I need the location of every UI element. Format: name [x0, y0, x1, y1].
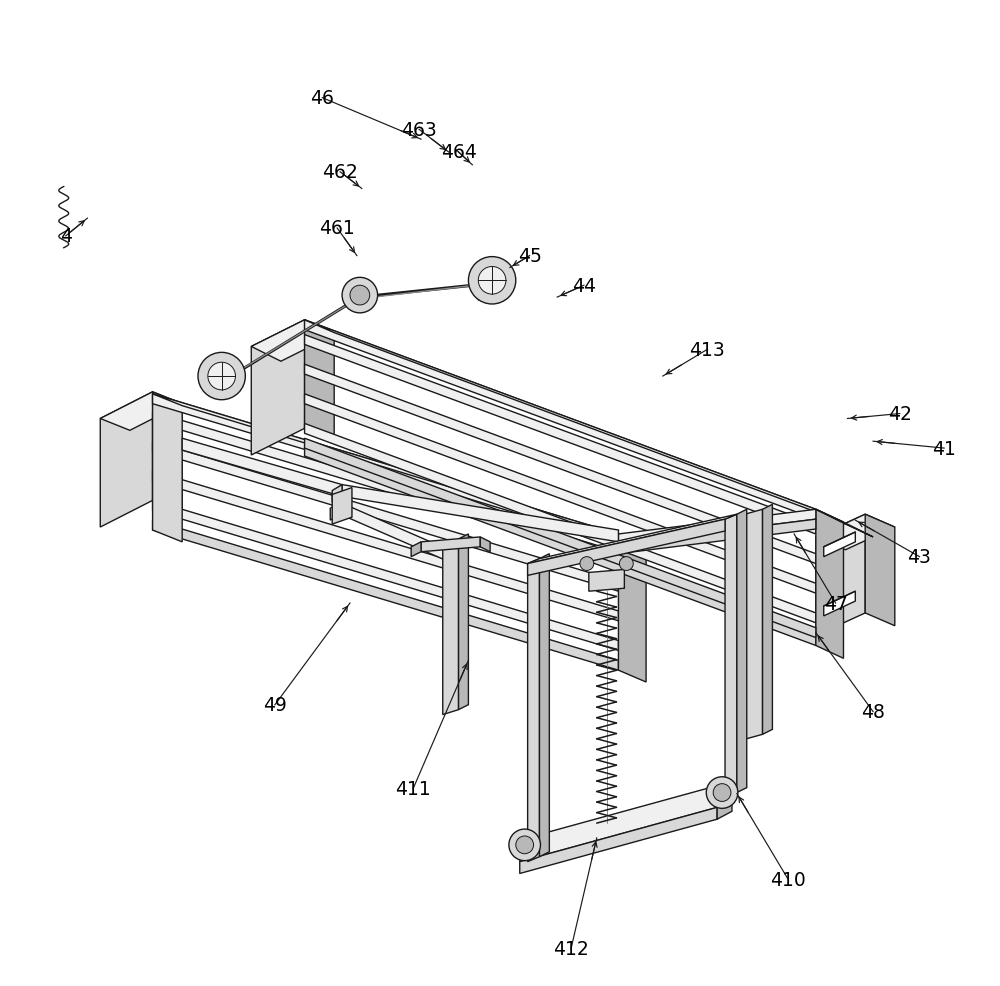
- Text: 410: 410: [770, 870, 806, 889]
- Polygon shape: [153, 392, 182, 513]
- Polygon shape: [153, 412, 618, 562]
- Polygon shape: [332, 485, 342, 503]
- Polygon shape: [305, 439, 816, 638]
- Circle shape: [198, 353, 245, 400]
- Text: 464: 464: [441, 143, 476, 163]
- Polygon shape: [763, 505, 772, 735]
- Polygon shape: [737, 510, 747, 793]
- Polygon shape: [305, 320, 843, 523]
- Polygon shape: [618, 534, 646, 682]
- Text: 411: 411: [395, 779, 431, 799]
- Text: 49: 49: [263, 695, 287, 715]
- Polygon shape: [528, 520, 725, 576]
- Text: 41: 41: [932, 439, 956, 458]
- Polygon shape: [816, 510, 873, 537]
- Circle shape: [580, 557, 594, 571]
- Text: 413: 413: [689, 340, 725, 360]
- Text: 462: 462: [322, 163, 358, 182]
- Polygon shape: [153, 521, 618, 670]
- Polygon shape: [480, 537, 490, 552]
- Polygon shape: [816, 515, 865, 636]
- Text: 4: 4: [60, 227, 72, 246]
- Text: 463: 463: [401, 120, 437, 140]
- Polygon shape: [251, 320, 305, 456]
- Polygon shape: [717, 778, 732, 819]
- Polygon shape: [153, 394, 618, 544]
- Polygon shape: [520, 786, 717, 862]
- Polygon shape: [459, 534, 468, 710]
- Text: 42: 42: [888, 404, 912, 424]
- Polygon shape: [332, 488, 352, 525]
- Polygon shape: [618, 520, 816, 554]
- Text: 46: 46: [310, 89, 334, 108]
- Polygon shape: [305, 335, 816, 534]
- Polygon shape: [824, 532, 855, 557]
- Circle shape: [478, 267, 506, 295]
- Polygon shape: [411, 542, 421, 557]
- Text: 43: 43: [908, 547, 931, 567]
- Polygon shape: [305, 320, 816, 520]
- Polygon shape: [539, 554, 549, 857]
- Polygon shape: [153, 394, 182, 542]
- Polygon shape: [251, 320, 334, 362]
- Polygon shape: [618, 510, 816, 544]
- Circle shape: [619, 557, 633, 571]
- Polygon shape: [305, 320, 334, 444]
- Polygon shape: [528, 515, 737, 564]
- Polygon shape: [443, 539, 459, 715]
- Polygon shape: [816, 510, 843, 659]
- Polygon shape: [528, 559, 539, 862]
- Polygon shape: [824, 592, 855, 616]
- Polygon shape: [816, 515, 895, 550]
- Text: 44: 44: [572, 276, 596, 296]
- Circle shape: [208, 363, 235, 390]
- Polygon shape: [865, 515, 895, 626]
- Polygon shape: [153, 394, 646, 547]
- Circle shape: [516, 836, 534, 854]
- Polygon shape: [340, 503, 449, 562]
- Polygon shape: [421, 537, 480, 552]
- Text: 48: 48: [861, 702, 885, 722]
- Text: 461: 461: [319, 219, 355, 239]
- Circle shape: [350, 286, 370, 306]
- Text: 412: 412: [553, 939, 589, 958]
- Polygon shape: [305, 365, 816, 564]
- Polygon shape: [153, 501, 618, 651]
- Polygon shape: [209, 385, 235, 396]
- Polygon shape: [153, 471, 618, 621]
- Circle shape: [509, 829, 540, 861]
- Polygon shape: [330, 503, 340, 521]
- Polygon shape: [520, 808, 717, 874]
- Circle shape: [342, 278, 378, 314]
- Polygon shape: [182, 439, 342, 497]
- Polygon shape: [342, 485, 618, 542]
- Circle shape: [468, 257, 516, 305]
- Text: 45: 45: [518, 246, 542, 266]
- Polygon shape: [589, 570, 624, 592]
- Polygon shape: [478, 288, 506, 301]
- Text: 47: 47: [824, 594, 848, 613]
- Polygon shape: [153, 442, 618, 592]
- Polygon shape: [725, 515, 737, 798]
- Polygon shape: [305, 424, 816, 623]
- Polygon shape: [100, 392, 182, 431]
- Circle shape: [713, 784, 731, 802]
- Circle shape: [706, 777, 738, 809]
- Polygon shape: [100, 392, 153, 528]
- Polygon shape: [305, 394, 816, 594]
- Polygon shape: [305, 447, 816, 646]
- Polygon shape: [745, 510, 763, 740]
